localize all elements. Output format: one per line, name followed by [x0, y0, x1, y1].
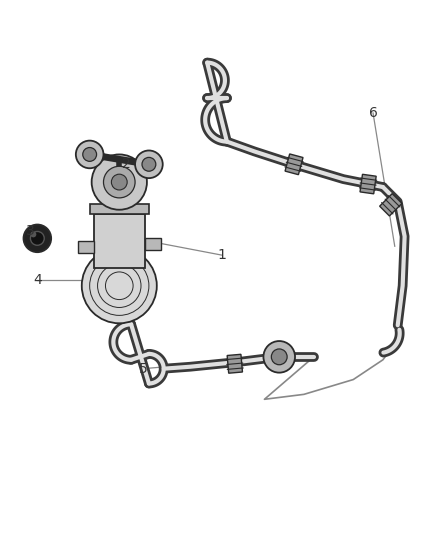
Bar: [359, 174, 375, 194]
Bar: [226, 354, 242, 373]
Text: 3: 3: [26, 224, 35, 238]
Text: 6: 6: [368, 106, 377, 120]
Circle shape: [76, 141, 103, 168]
Bar: [284, 154, 302, 175]
Circle shape: [271, 349, 286, 365]
Circle shape: [81, 248, 156, 324]
Text: 4: 4: [33, 273, 42, 287]
Bar: [379, 193, 401, 216]
Circle shape: [141, 157, 155, 171]
Bar: [145, 238, 160, 250]
Circle shape: [111, 174, 127, 190]
Circle shape: [30, 231, 36, 237]
Circle shape: [263, 341, 294, 373]
Circle shape: [30, 231, 44, 245]
Circle shape: [83, 148, 96, 161]
Text: 1: 1: [217, 248, 226, 262]
Text: 2: 2: [121, 157, 130, 171]
Text: 5: 5: [138, 362, 147, 376]
Bar: [93, 214, 145, 268]
Bar: [89, 204, 148, 214]
Bar: [78, 241, 93, 253]
Circle shape: [103, 166, 135, 198]
Circle shape: [24, 224, 51, 252]
Circle shape: [135, 150, 162, 178]
Circle shape: [92, 155, 147, 209]
